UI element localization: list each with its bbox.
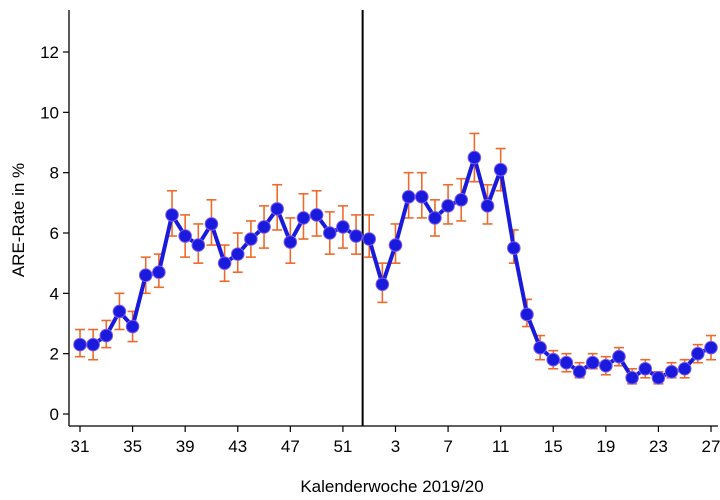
data-point: [507, 241, 521, 255]
x-tick-label: 11: [492, 437, 510, 456]
y-tick-label: 0: [50, 405, 59, 424]
data-point: [480, 199, 495, 213]
y-tick-label: 8: [50, 164, 59, 183]
data-point: [546, 352, 561, 367]
data-point: [336, 220, 350, 234]
data-point: [257, 220, 271, 234]
x-tick-label: 3: [391, 437, 400, 456]
y-tick-label: 4: [50, 284, 59, 303]
x-tick-label: 19: [596, 437, 615, 456]
y-axis: 0 2 4 6 8 10 12: [40, 10, 70, 426]
data-point: [401, 190, 416, 204]
data-point: [664, 364, 679, 379]
data-point: [138, 268, 153, 283]
data-point: [230, 247, 245, 261]
data-point: [585, 355, 600, 370]
x-axis-title: Kalenderwoche 2019/20: [300, 477, 483, 496]
data-point: [322, 226, 337, 240]
data-point: [533, 340, 547, 355]
data-point: [191, 238, 206, 252]
data-point: [270, 202, 284, 216]
y-axis-title: ARE-Rate in %: [9, 163, 28, 277]
y-tick-label: 6: [50, 224, 59, 243]
y-tick-label: 12: [40, 43, 59, 62]
data-point: [520, 307, 534, 322]
data-point: [362, 232, 377, 246]
data-point: [244, 232, 258, 246]
data-point: [99, 328, 114, 343]
x-tick-label: 27: [702, 437, 720, 456]
data-point: [651, 371, 666, 385]
y-tick-label: 2: [50, 345, 59, 364]
data-point: [625, 371, 639, 385]
data-point: [165, 208, 179, 222]
data-point: [691, 346, 705, 361]
x-tick-label: 39: [176, 437, 195, 456]
data-point: [125, 319, 140, 334]
data-point: [638, 361, 653, 376]
data-point: [283, 235, 298, 249]
x-tick-label: 35: [123, 437, 142, 456]
data-point: [441, 199, 455, 213]
y-tick-label: 10: [40, 103, 59, 122]
data-point: [572, 364, 587, 379]
data-point: [349, 229, 363, 243]
data-point: [559, 355, 574, 370]
data-point: [493, 162, 508, 177]
data-point: [375, 277, 390, 292]
data-point: [612, 349, 626, 364]
data-point: [599, 358, 613, 373]
data-point: [704, 340, 718, 355]
data-point: [296, 211, 311, 225]
x-tick-label: 7: [443, 437, 452, 456]
x-tick-label: 15: [544, 437, 563, 456]
data-point: [112, 304, 127, 319]
data-point: [217, 256, 232, 270]
x-tick-label: 51: [333, 437, 352, 456]
data-point: [388, 238, 403, 252]
x-tick-label: 47: [281, 437, 300, 456]
data-point: [414, 190, 429, 204]
data-point: [467, 150, 482, 165]
data-point: [86, 337, 100, 352]
data-point: [152, 265, 166, 280]
data-point: [428, 211, 442, 225]
data-point: [178, 229, 192, 243]
plot-area: [73, 10, 718, 426]
data-point: [204, 217, 219, 231]
x-tick-label: 43: [228, 437, 247, 456]
data-point: [677, 361, 692, 376]
x-tick-label: 31: [71, 437, 90, 456]
x-tick-label: 23: [649, 437, 668, 456]
data-point: [309, 208, 324, 222]
x-axis: 31 35 39 43 47 51 3 7 11 15 19 23 27: [69, 425, 720, 456]
data-point: [454, 193, 469, 207]
data-point: [73, 337, 87, 352]
